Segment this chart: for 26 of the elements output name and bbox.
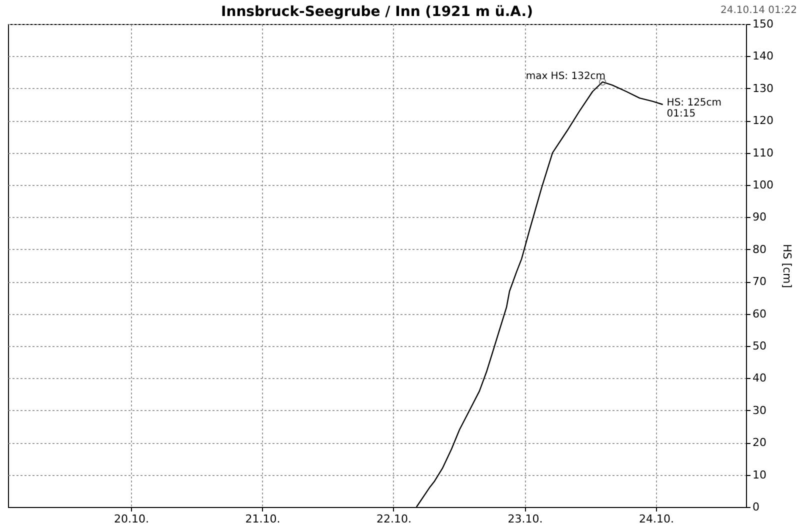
y-tick-label: 30 bbox=[752, 404, 766, 417]
y-tick-label: 110 bbox=[752, 146, 774, 160]
annotation: HS: 125cm 01:15 bbox=[666, 98, 722, 120]
y-tick-label: 20 bbox=[752, 436, 766, 450]
chart-title: Innsbruck-Seegrube / Inn (1921 m ü.A.) bbox=[221, 4, 533, 20]
x-tick-label: 20.10. bbox=[114, 512, 150, 526]
y-tick-label: 140 bbox=[752, 50, 774, 63]
y-tick-label: 100 bbox=[752, 178, 774, 192]
y-tick-label: 70 bbox=[752, 275, 766, 288]
y-tick-label: 50 bbox=[752, 340, 766, 352]
y-tick-label: 150 bbox=[752, 18, 774, 30]
y-axis-title: HS [cm] bbox=[780, 244, 794, 288]
x-tick-label: 23.10. bbox=[508, 512, 543, 526]
annotation: max HS: 132cm bbox=[526, 70, 606, 82]
y-tick-label: 60 bbox=[752, 307, 766, 320]
text: 24.10.14 01:22 bbox=[720, 5, 797, 16]
y-tick-label: 0 bbox=[752, 500, 760, 514]
y-tick-label: 40 bbox=[752, 372, 766, 385]
x-tick-label: 24.10. bbox=[638, 512, 674, 526]
y-tick-label: 120 bbox=[752, 114, 774, 128]
y-tick-label: 10 bbox=[752, 468, 766, 482]
y-tick-label: 130 bbox=[752, 82, 774, 95]
x-tick-label: 22.10. bbox=[376, 512, 412, 526]
y-tick-label: 80 bbox=[752, 242, 766, 256]
y-tick-label: 90 bbox=[752, 210, 766, 224]
x-tick-label: 21.10. bbox=[245, 512, 280, 526]
